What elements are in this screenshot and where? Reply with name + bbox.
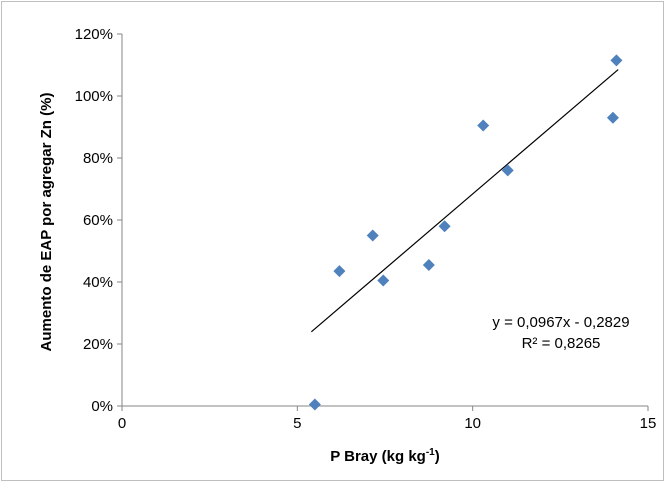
points-group — [308, 54, 623, 411]
data-point — [606, 111, 619, 124]
x-axis-title-suffix: ) — [435, 448, 440, 465]
data-point — [477, 119, 490, 132]
trendline — [310, 69, 619, 333]
y-tick-label: 0% — [91, 398, 113, 415]
x-tick-label: 15 — [640, 415, 657, 432]
labels-group: Aumento de EAP por agregar Zn (%) P Bray… — [38, 93, 630, 465]
x-tick-label: 0 — [118, 415, 126, 432]
ticks: 0% 20% 40% 60% 80% 100% 120% 0 5 10 15 — [75, 26, 657, 432]
x-axis-title: P Bray (kg kg-1) — [330, 447, 440, 465]
trendline-equation: y = 0,0967x - 0,2829 — [492, 314, 629, 331]
data-point — [438, 220, 451, 233]
data-point — [377, 274, 390, 287]
data-point — [610, 54, 623, 67]
y-axis-title: Aumento de EAP por agregar Zn (%) — [38, 93, 55, 352]
data-point — [366, 229, 379, 242]
data-point — [422, 258, 435, 271]
y-tick-label: 40% — [83, 274, 113, 291]
data-point — [308, 398, 321, 411]
y-tick-label: 20% — [83, 336, 113, 353]
x-tick-label: 10 — [464, 415, 481, 432]
y-tick-label: 100% — [75, 88, 113, 105]
trendline-group — [310, 69, 619, 333]
y-tick-label: 120% — [75, 26, 113, 43]
data-point — [501, 164, 514, 177]
data-point — [333, 265, 346, 278]
trendline-r2: R² = 0,8265 — [522, 335, 601, 352]
x-axis-title-sup: -1 — [426, 447, 435, 458]
y-tick-label: 80% — [83, 150, 113, 167]
x-tick-label: 5 — [293, 415, 301, 432]
x-axis-title-main: P Bray (kg kg — [330, 448, 426, 465]
y-tick-label: 60% — [83, 212, 113, 229]
